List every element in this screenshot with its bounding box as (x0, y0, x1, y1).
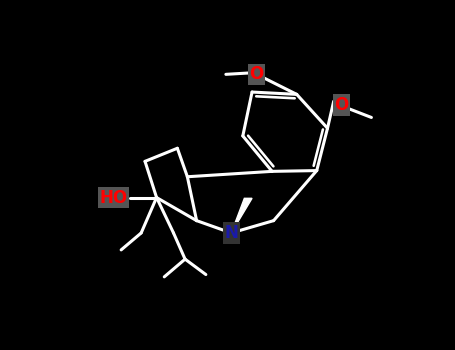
Polygon shape (231, 198, 252, 233)
Text: O: O (249, 65, 264, 83)
Text: HO: HO (99, 189, 127, 206)
Text: N: N (224, 224, 238, 242)
Text: O: O (334, 96, 349, 114)
